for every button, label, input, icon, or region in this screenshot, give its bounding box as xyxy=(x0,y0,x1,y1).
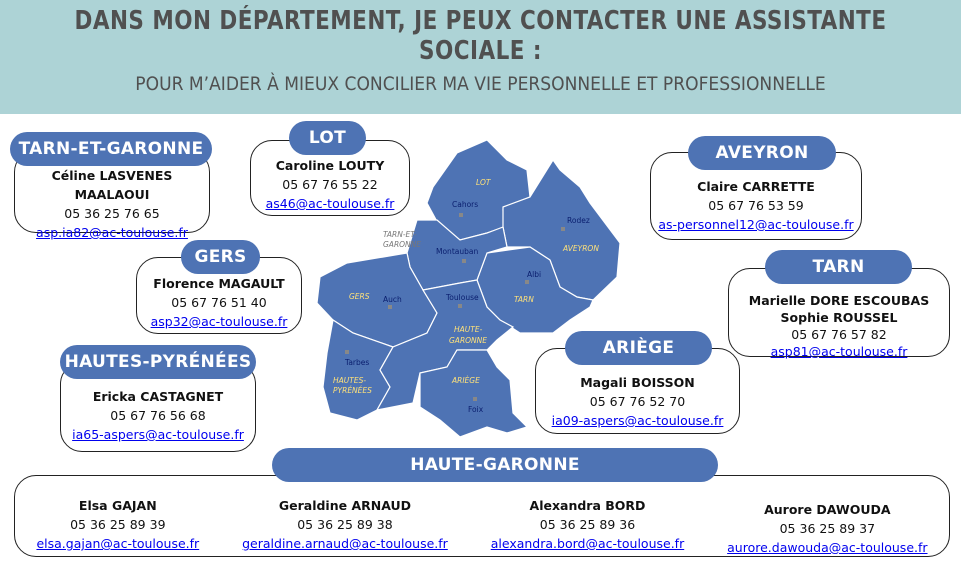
map-city: Montauban xyxy=(436,247,478,256)
contact-column: Alexandra BORD 05 36 25 89 36 alexandra.… xyxy=(491,496,685,557)
contact-phone: 05 67 76 57 82 xyxy=(791,327,887,342)
contact-column: Elsa GAJAN 05 36 25 89 39 elsa.gajan@ac-… xyxy=(36,496,199,557)
contact-phone: 05 36 25 89 39 xyxy=(70,517,166,532)
dept-label-ariege: ARIÈGE xyxy=(565,331,712,365)
map-label: ARIÈGE xyxy=(451,376,480,385)
contact-name: Florence MAGAULT xyxy=(153,276,285,291)
contact-phone: 05 67 76 56 68 xyxy=(110,408,206,423)
map-label: TARN xyxy=(514,295,534,304)
city-marker xyxy=(561,227,565,231)
contact-email-link[interactable]: elsa.gajan@ac-toulouse.fr xyxy=(36,536,200,551)
contact-email-link[interactable]: as-personnel12@ac-toulouse.fr xyxy=(658,217,854,232)
contact-email-link[interactable]: geraldine.arnaud@ac-toulouse.fr xyxy=(242,536,448,551)
city-marker xyxy=(462,259,466,263)
map-city: Toulouse xyxy=(445,293,479,302)
page-title: DANS MON DÉPARTEMENT, JE PEUX CONTACTER … xyxy=(74,6,887,66)
contact-email-link[interactable]: asp.ia82@ac-toulouse.fr xyxy=(36,225,188,240)
map-label: LOT xyxy=(476,178,492,187)
contact-phone: 05 67 76 51 40 xyxy=(171,295,267,310)
dept-label-gers: GERS xyxy=(181,240,260,274)
contact-email-link[interactable]: asp81@ac-toulouse.fr xyxy=(770,344,908,359)
map-label: TARN-ET- xyxy=(383,230,417,239)
contact-name: Ericka CASTAGNET xyxy=(92,389,224,404)
contact-phone: 05 67 76 52 70 xyxy=(589,394,686,409)
contact-name: Marielle DORE ESCOUBAS xyxy=(748,293,930,308)
dept-label-haute-garonne: HAUTE-GARONNE xyxy=(272,448,718,482)
map-city: Foix xyxy=(468,405,484,414)
dept-label-lot: LOT xyxy=(289,121,366,155)
contact-email-link[interactable]: alexandra.bord@ac-toulouse.fr xyxy=(490,536,685,551)
map-city: Auch xyxy=(383,295,402,304)
contact-email-link[interactable]: as46@ac-toulouse.fr xyxy=(265,196,395,211)
city-marker xyxy=(388,305,392,309)
city-marker xyxy=(525,280,529,284)
map-label: HAUTES- xyxy=(333,376,366,385)
contact-email-link[interactable]: ia65-aspers@ac-toulouse.fr xyxy=(72,427,244,442)
map-label: GERS xyxy=(349,292,370,301)
dept-label-hautes-pyrenees: HAUTES-PYRÉNÉES xyxy=(60,345,256,379)
city-marker xyxy=(459,213,463,217)
contact-name-2: Sophie ROUSSEL xyxy=(780,310,898,325)
contact-phone: 05 67 76 55 22 xyxy=(282,177,378,192)
contact-phone: 05 36 25 76 65 xyxy=(64,206,160,221)
contact-name: Caroline LOUTY xyxy=(275,158,385,173)
contact-phone: 05 36 25 89 37 xyxy=(779,521,876,536)
map-city: Albi xyxy=(527,270,541,279)
map-dept-ariege xyxy=(419,349,529,438)
map-label: PYRÉNÉES xyxy=(333,386,372,395)
header-banner: DANS MON DÉPARTEMENT, JE PEUX CONTACTER … xyxy=(0,0,961,114)
contact-name: Céline LASVENES MAALAOUI xyxy=(51,168,173,202)
dept-label-tarn: TARN xyxy=(765,250,912,284)
city-marker xyxy=(345,350,349,354)
map-label: GARONNE xyxy=(383,240,421,249)
contact-name: Alexandra BORD xyxy=(529,498,646,513)
dept-label-aveyron: AVEYRON xyxy=(688,136,836,170)
map-label: GARONNE xyxy=(449,336,487,345)
page-subtitle: POUR M’AIDER À MIEUX CONCILIER MA VIE PE… xyxy=(135,73,826,95)
contact-card-haute-garonne: Elsa GAJAN 05 36 25 89 39 elsa.gajan@ac-… xyxy=(14,475,950,557)
city-marker xyxy=(458,304,462,308)
contact-phone: 05 36 25 89 38 xyxy=(297,517,393,532)
contact-email-link[interactable]: asp32@ac-toulouse.fr xyxy=(150,314,288,329)
contact-column: Geraldine ARNAUD 05 36 25 89 38 geraldin… xyxy=(242,496,448,557)
contact-name: Magali BOISSON xyxy=(580,375,695,390)
map-city: Tarbes xyxy=(344,358,369,367)
contact-email-link[interactable]: ia09-aspers@ac-toulouse.fr xyxy=(551,413,724,428)
contact-name: Elsa GAJAN xyxy=(78,498,157,513)
contact-name: Aurore DAWOUDA xyxy=(764,502,891,517)
map-label: AVEYRON xyxy=(562,244,599,253)
contact-phone: 05 36 25 89 36 xyxy=(539,517,636,532)
map-label: HAUTE- xyxy=(454,325,483,334)
contact-name: Claire CARRETTE xyxy=(697,179,815,194)
map-city: Cahors xyxy=(452,200,478,209)
map-city: Rodez xyxy=(567,216,590,225)
dept-label-tarn-et-garonne: TARN-ET-GARONNE xyxy=(10,132,212,166)
contact-card-lot: Caroline LOUTY 05 67 76 55 22 as46@ac-to… xyxy=(250,140,410,216)
contact-name: Geraldine ARNAUD xyxy=(278,498,412,513)
city-marker xyxy=(473,397,477,401)
contact-phone: 05 67 76 53 59 xyxy=(708,198,804,213)
contact-email-link[interactable]: aurore.dawouda@ac-toulouse.fr xyxy=(727,540,928,555)
contact-column: Aurore DAWOUDA 05 36 25 89 37 aurore.daw… xyxy=(727,496,927,557)
